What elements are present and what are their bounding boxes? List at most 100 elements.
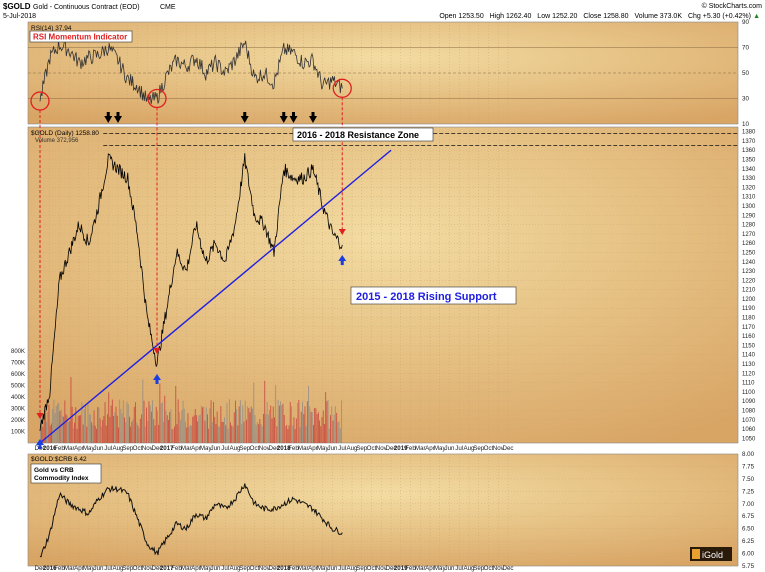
x-tick-label: Mar — [298, 445, 309, 452]
volume-bar — [178, 412, 180, 443]
ratio-tick-label: 6.75 — [742, 513, 755, 520]
volume-bar — [269, 410, 270, 443]
volume-bar — [336, 412, 338, 443]
volume-bar — [235, 400, 236, 443]
x-tick-label: Aug — [112, 565, 124, 572]
volume-bar — [237, 425, 239, 443]
volume-bar — [291, 406, 292, 443]
volume-bar — [341, 400, 342, 443]
volume-bar — [141, 414, 143, 443]
x-tick-label: Aug — [346, 445, 358, 452]
price-tick-label: 1300 — [742, 204, 756, 210]
volume-bar — [99, 418, 101, 443]
volume-bar — [113, 416, 114, 443]
x-tick-label: 2019 — [394, 445, 408, 452]
volume-bar — [297, 403, 299, 443]
series — [39, 40, 343, 558]
volume-bar — [247, 406, 249, 443]
volume-bar — [326, 401, 328, 443]
volume-bar — [98, 407, 100, 443]
volume-bar — [231, 425, 233, 443]
price-tick-label: 1140 — [742, 353, 756, 359]
volume-bar — [187, 413, 189, 443]
price-tick-label: 1380 — [742, 130, 756, 136]
x-tick-label: Nov — [259, 445, 271, 452]
x-tick-label: Dec — [385, 565, 396, 572]
volume-bar — [185, 421, 186, 443]
volume-bar — [125, 422, 127, 443]
x-tick-label: Feb — [171, 565, 182, 572]
volume-bar — [308, 385, 309, 443]
price-tick-label: 1310 — [742, 195, 756, 201]
volume-bar — [114, 412, 116, 443]
volume-bar — [181, 410, 183, 443]
x-tick-label: Jul — [221, 445, 229, 452]
x-tick-label: Jun — [211, 445, 222, 452]
volume-bar — [283, 415, 285, 443]
volume-bar — [309, 406, 311, 443]
down-arrow-icon — [309, 116, 317, 123]
price-tick-label: 1260 — [742, 241, 756, 247]
volume-tick-label: 700K — [11, 360, 25, 366]
volume-bar — [168, 419, 169, 443]
ratio-tick-label: 8.00 — [742, 451, 755, 458]
x-tick-label: Dec — [151, 565, 162, 572]
volume-bar — [155, 406, 157, 443]
volume-bar — [121, 413, 123, 443]
red-arrow-icon — [153, 348, 161, 354]
volume-bar — [197, 421, 199, 443]
volume-bar — [196, 415, 197, 443]
symbol-name: Gold - Continuous Contract (EOD) — [33, 4, 140, 11]
volume-bar — [321, 417, 323, 443]
volume-bar — [100, 426, 102, 443]
volume-bar — [305, 426, 307, 443]
volume-bar — [85, 404, 86, 443]
volume-bar — [171, 429, 173, 443]
volume-bar — [153, 419, 155, 443]
volume-bar — [314, 407, 316, 443]
volume-bar — [46, 422, 47, 443]
volume-bar — [338, 421, 340, 443]
volume-bar — [260, 423, 262, 443]
ratio-label: $GOLD:$CRB 6.42 — [31, 456, 87, 463]
x-tick-label: Mar — [64, 445, 75, 452]
volume-bar — [169, 412, 171, 443]
volume-bar — [77, 415, 79, 443]
ratio-tick-label: 6.00 — [742, 551, 755, 558]
x-tick-label: Mar — [181, 445, 192, 452]
price-tick-label: 1070 — [742, 418, 756, 424]
x-tick-label: Aug — [463, 565, 475, 572]
x-tick-label: Sep — [122, 565, 134, 572]
volume-bar — [236, 409, 238, 443]
x-tick-label: Jun — [94, 445, 105, 452]
volume-bar — [188, 426, 190, 443]
price-label: $GOLD (Daily) 1258.80 — [31, 130, 99, 137]
volume-bar — [172, 429, 174, 443]
volume-bar — [200, 405, 202, 443]
volume-bar — [159, 383, 161, 443]
volume-bar — [293, 417, 295, 443]
rsi-tick-label: 70 — [742, 45, 749, 52]
volume-bar — [44, 409, 46, 443]
volume-bar — [241, 423, 242, 443]
x-tick-label: Aug — [112, 445, 124, 452]
price-tick-label: 1320 — [742, 185, 756, 191]
volume-bar — [176, 424, 178, 443]
volume-bar — [138, 428, 140, 443]
volume-bar — [254, 415, 256, 443]
logo-text: iGold — [702, 550, 723, 560]
volume-bar — [118, 427, 119, 443]
volume-bar — [263, 413, 264, 443]
volume-bar — [242, 405, 244, 443]
volume-bar — [287, 429, 289, 443]
rsi-tick-label: 30 — [742, 96, 749, 103]
ratio-title: Gold vs CRB Commodity Index — [34, 467, 89, 482]
x-tick-label: May — [317, 445, 330, 452]
up-arrow-icon — [338, 255, 347, 262]
chart-date: 5-Jul-2018 — [3, 13, 36, 20]
x-tick-label: Dec — [34, 565, 45, 572]
volume-bar — [163, 421, 164, 443]
volume-bar — [175, 386, 177, 443]
volume-bar — [142, 379, 144, 443]
down-arrow-icon — [114, 116, 122, 123]
